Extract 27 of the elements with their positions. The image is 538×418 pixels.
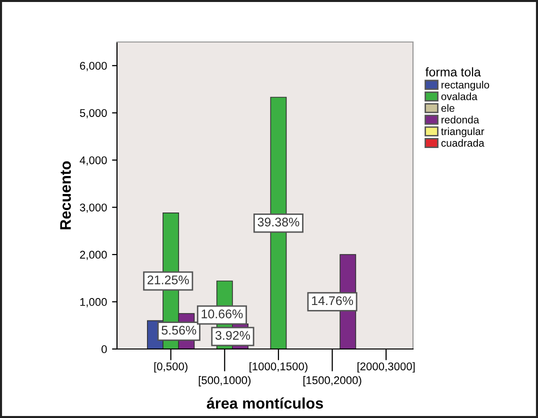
y-tick-label: 3,000 [80,204,107,213]
x-tick-label: [2000,3000] [358,362,415,373]
y-tick-label: 0 [102,345,107,354]
annotation: 39.38% [258,218,300,226]
annotation: 14.76% [312,296,354,306]
x-tick-label: [0,500) [154,362,188,373]
annotation: 10.66% [202,310,243,318]
legend-label: triangular [441,127,484,138]
y-tick-label: 4,000 [80,156,107,166]
legend-title: forma tola [425,67,481,76]
x-tick-label: [500,1000) [198,376,251,386]
annotation: 3.92% [215,330,250,340]
x-tick-label: [1500,2000) [303,376,362,386]
legend-label: ovalada [441,92,478,100]
y-tick-label: 5,000 [80,109,107,118]
annotation: 21.25% [148,275,189,284]
legend-label: rectangulo [442,80,490,91]
y-tick-label: 2,000 [80,250,107,260]
annotation: 5.56% [162,326,196,335]
legend-label: redonda [442,116,480,124]
x-axis-title: área montículos [206,397,323,409]
y-axis-title: Recuento [60,161,71,230]
legend-label: cuadrada [441,139,484,147]
legend-label: ele [441,104,454,112]
y-tick-label: 6,000 [80,62,107,72]
y-tick-label: 1,000 [80,298,107,308]
x-tick-label: [1000,1500) [250,362,308,373]
